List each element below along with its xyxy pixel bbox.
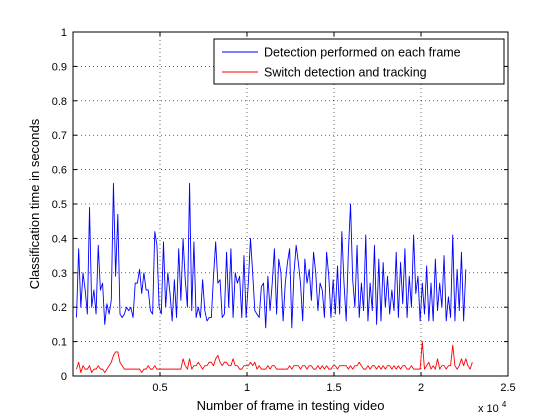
y-tick-label: 0.9 (52, 61, 67, 73)
series-lines (76, 182, 473, 374)
x-tick-label: 2.5 (500, 382, 515, 394)
legend: Detection performed on each frame Switch … (213, 38, 505, 85)
legend-label-2: Switch detection and tracking (264, 66, 427, 80)
y-tick-label: 0.4 (52, 233, 67, 245)
ticks: 0.5 1 1.5 2 2.5 0 0.1 0.2 0.3 0.4 0.5 0.6 0.7 0.8 0.9 1 (52, 27, 516, 394)
y-tick-label: 0.8 (52, 96, 67, 108)
series-line-2 (76, 341, 473, 374)
y-tick-label: 0.5 (52, 199, 67, 211)
x-tick-label: 2 (418, 382, 424, 394)
x-tick-label: 0.5 (152, 382, 167, 394)
legend-label-1: Detection performed on each frame (264, 46, 461, 60)
grid (73, 32, 508, 376)
y-tick-label: 0.1 (52, 337, 67, 349)
x-axis-multiplier-exponent: 4 (502, 400, 507, 409)
x-axis-label: Number of frame in testing video (197, 398, 385, 413)
y-tick-label: 0.6 (52, 165, 67, 177)
y-axis-label: Classification time in seconds (27, 118, 42, 289)
y-tick-label: 0.7 (52, 130, 67, 142)
y-tick-label: 0.3 (52, 268, 67, 280)
x-axis-multiplier-base: x 10 (478, 403, 499, 415)
x-tick-label: 1 (244, 382, 250, 394)
legend-box (213, 38, 505, 85)
series-line-1 (76, 182, 467, 329)
y-tick-label: 0.2 (52, 302, 67, 314)
y-tick-label: 1 (61, 27, 67, 39)
x-axis-multiplier: x 10 4 (478, 400, 507, 415)
x-tick-label: 1.5 (326, 382, 341, 394)
y-tick-label: 0 (61, 371, 67, 383)
